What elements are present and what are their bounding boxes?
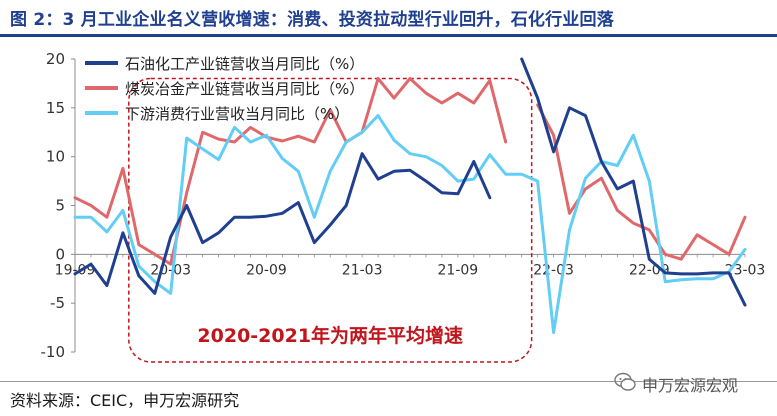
chart-legend: 石油化工产业链营收当月同比（%） 煤炭冶金产业链营收当月同比（%） 下游消费行业营收… (85, 55, 364, 123)
x-tick-label: 23-03 (725, 262, 766, 278)
x-tick-label: 20-09 (246, 262, 287, 278)
y-tick-label: 0 (55, 245, 65, 263)
legend-label-1: 石油化工产业链营收当月同比（%） (125, 55, 364, 73)
y-tick-label: -10 (41, 343, 66, 361)
x-tick-label: 21-09 (438, 262, 479, 278)
chart-series (73, 57, 747, 334)
y-tick-label: 15 (46, 99, 65, 117)
figure-title: 图 2：3 月工业企业名义营收增速：消费、投资拉动型行业回升，石化行业回落 (10, 10, 614, 30)
series-line-1 (73, 57, 747, 307)
y-tick-label: 5 (55, 197, 65, 215)
series-line-3 (73, 114, 747, 334)
source-note: 资料来源：CEIC，申万宏源研究 (10, 391, 240, 410)
watermark: 申万宏源宏观 (612, 370, 772, 396)
annotation-label: 2020-2021年为两年平均增速 (197, 324, 463, 347)
wechat-icon (614, 372, 636, 391)
y-tick-label: 20 (46, 50, 65, 68)
chart-annotation: 2020-2021年为两年平均增速 (128, 77, 533, 363)
title-divider (0, 34, 777, 37)
y-tick-label: -5 (50, 294, 65, 312)
legend-label-2: 煤炭冶金产业链营收当月同比（%） (125, 80, 364, 98)
source-divider (0, 381, 777, 382)
y-tick-label: 10 (46, 148, 65, 166)
figure-title-bar: 图 2：3 月工业企业名义营收增速：消费、投资拉动型行业回升，石化行业回落 (0, 0, 777, 30)
watermark-label: 申万宏源宏观 (642, 376, 739, 395)
x-tick-label: 21-03 (342, 262, 383, 278)
legend-label-3: 下游消费行业营收当月同比（%） (125, 105, 349, 123)
x-tick-label: 22-03 (533, 262, 574, 278)
annotation-box (128, 77, 533, 363)
